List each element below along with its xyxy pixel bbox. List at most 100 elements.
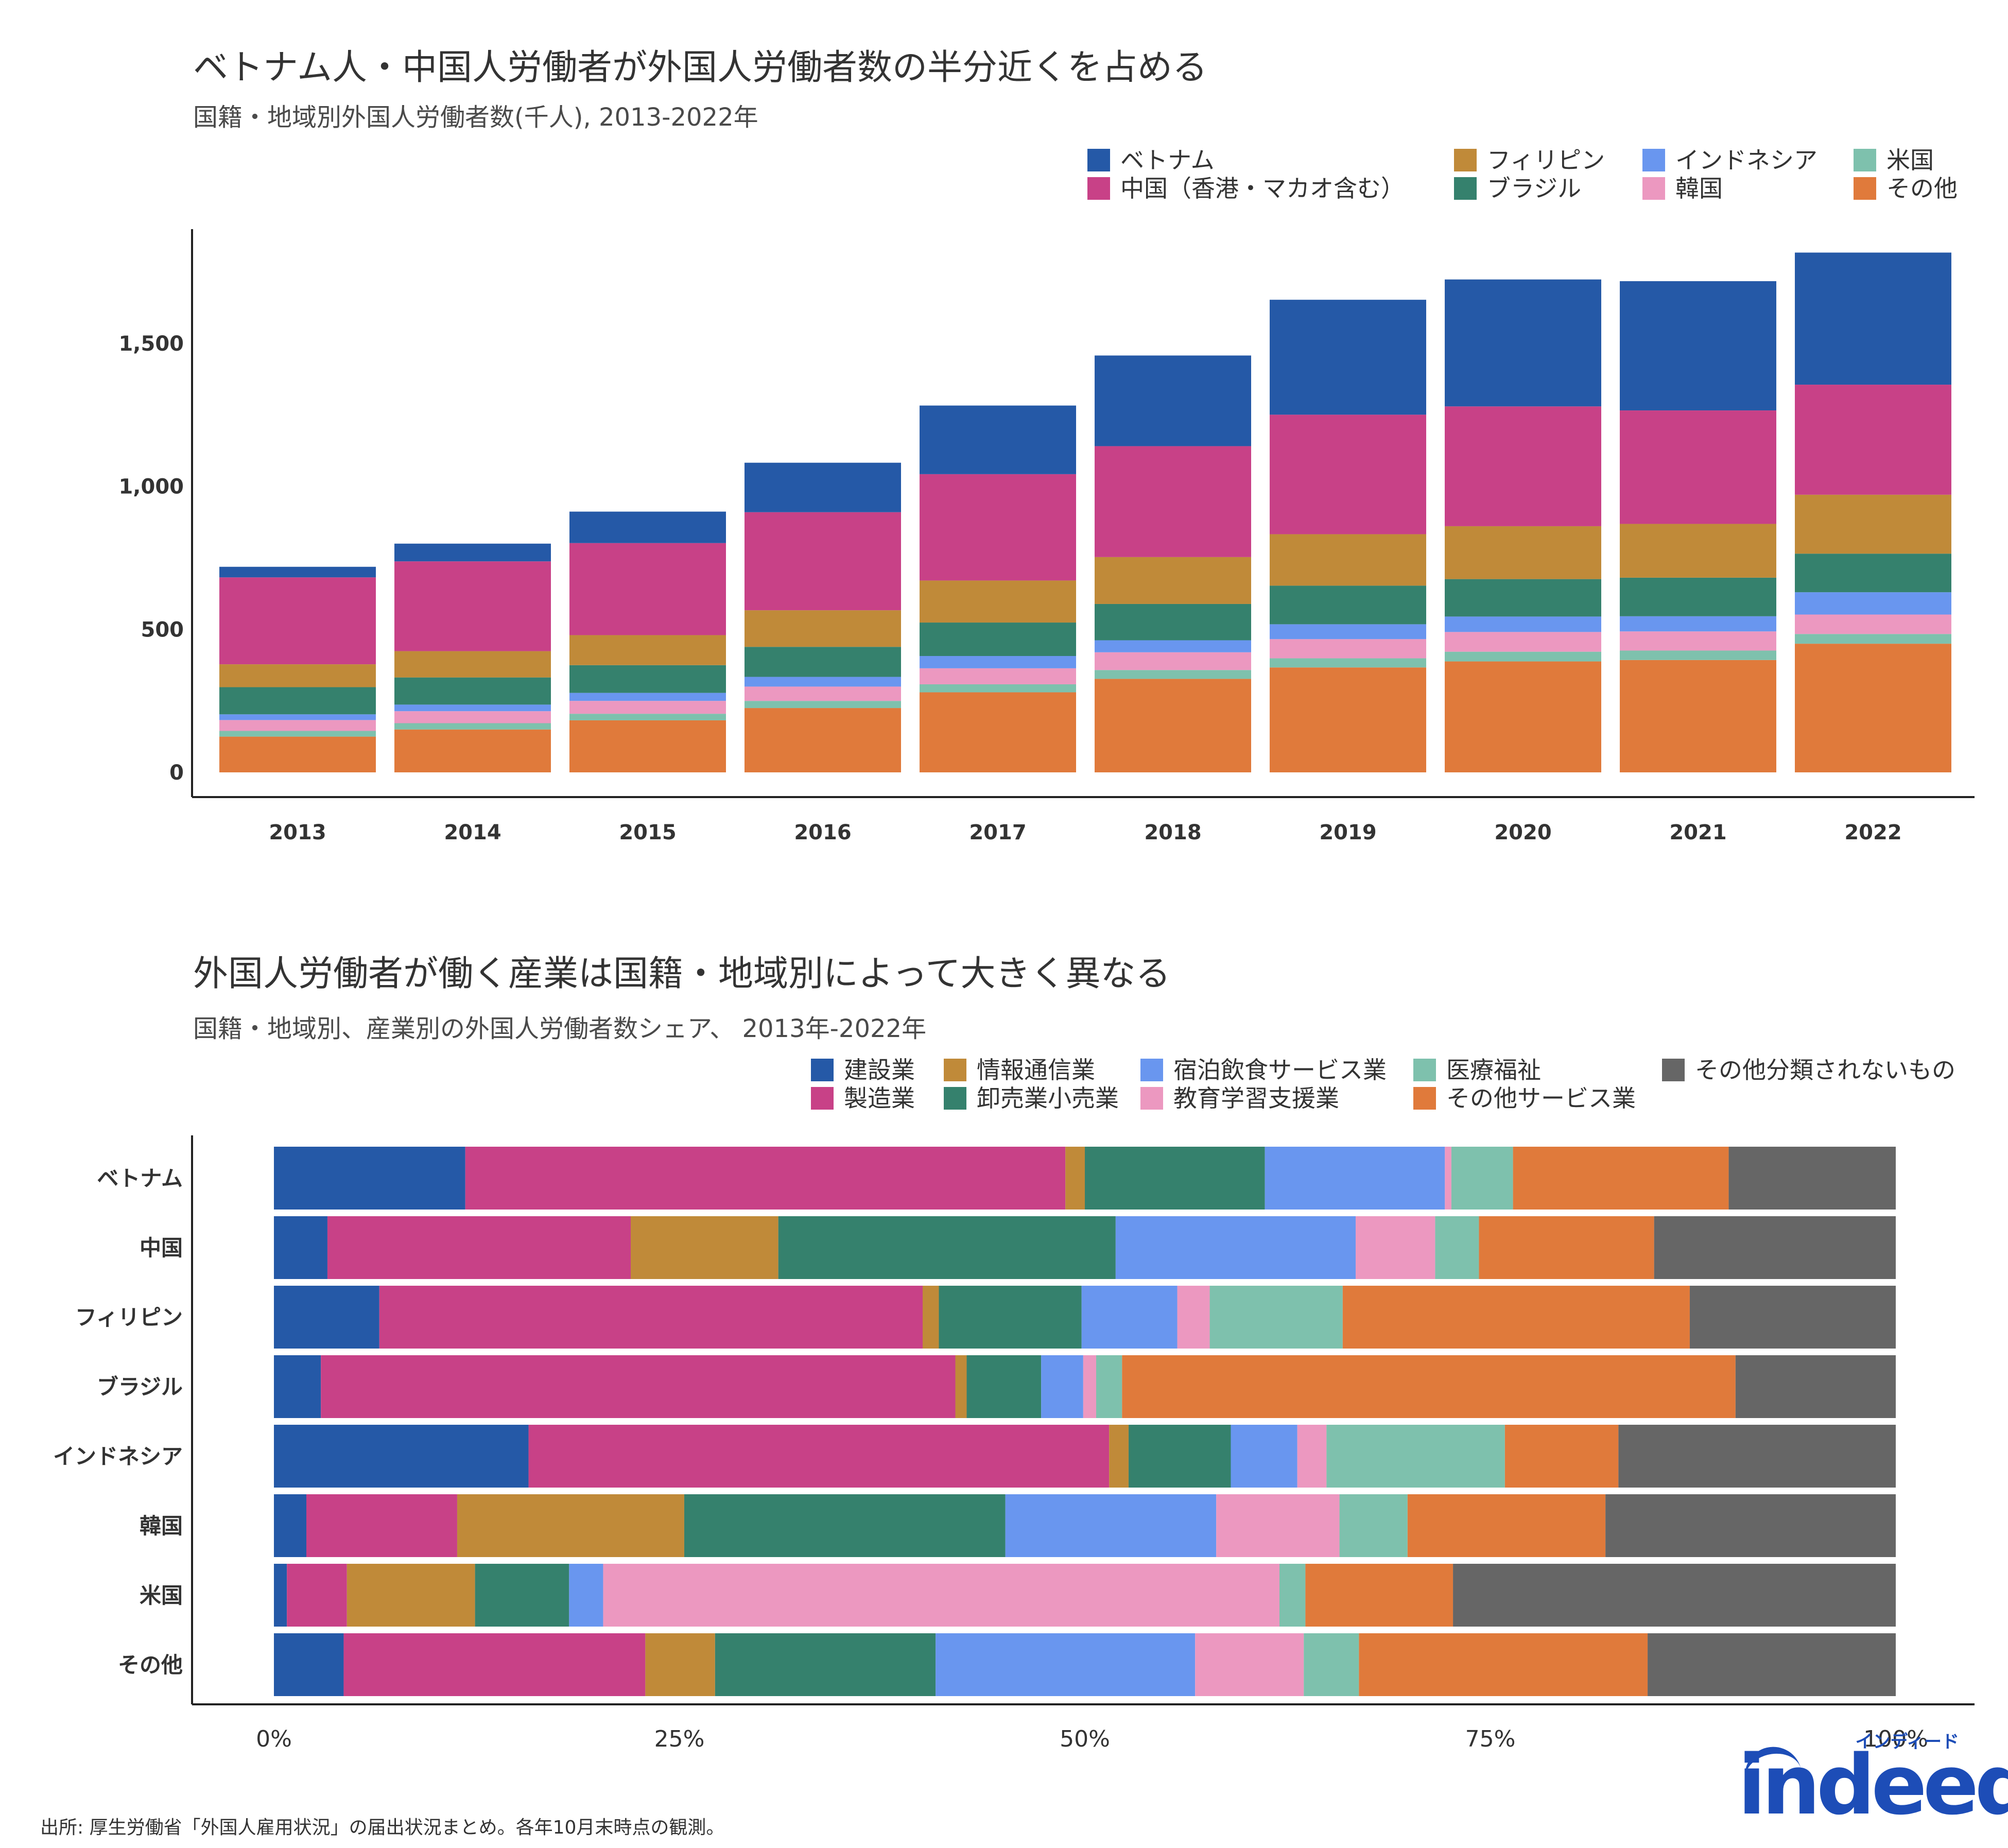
chart1-bar-segment [1270, 658, 1426, 668]
chart2-bar-segment [1265, 1147, 1445, 1210]
chart1-bar-segment [569, 635, 726, 665]
chart1-bar-segment [1445, 616, 1601, 632]
chart1-bar-segment [394, 729, 551, 772]
chart2-bar-segment [1435, 1216, 1479, 1279]
chart1-legend-label: フィリピン [1487, 146, 1605, 174]
chart1-plot: 0 500 1,000 1,500 2013 2014 2015 2016 2017 2018 20… [118, 229, 1975, 844]
chart2-row-label: 韓国 [140, 1513, 183, 1539]
chart1-bar-segment [1095, 679, 1251, 772]
chart2-bar-segment [274, 1425, 529, 1488]
chart1-bar-segment [745, 701, 901, 709]
chart2-bar-segment [274, 1147, 465, 1210]
chart1-y-tick-label: 0 [169, 761, 184, 785]
chart1-bar-segment [569, 511, 726, 543]
chart2-bar-segment [1618, 1425, 1896, 1488]
chart2-bar-segment [465, 1147, 1066, 1210]
chart1-bar-segment [1095, 652, 1251, 670]
chart1-bar-segment [569, 701, 726, 714]
chart1-legend-label: ベトナム [1120, 146, 1215, 174]
chart2-bar-segment [1407, 1494, 1606, 1557]
chart1-bar-segment [745, 708, 901, 772]
chart1-bar-segment [1270, 585, 1426, 625]
chart2-bar-segment [631, 1216, 778, 1279]
chart1-legend-label: 韓国 [1675, 175, 1723, 202]
chart1-bar-segment [569, 720, 726, 772]
chart2-bar-segment [1177, 1286, 1210, 1349]
chart2-bar-segment [1083, 1355, 1097, 1418]
chart1-legend-label: 米国 [1886, 146, 1934, 174]
chart2-bar-segment [1216, 1494, 1340, 1557]
chart2-bar-segment [1305, 1564, 1453, 1627]
chart2-bar-segment [966, 1355, 1042, 1418]
chart2-bar-segment [1451, 1147, 1513, 1210]
chart1-bar-segment [1795, 634, 1951, 644]
chart2-bar-segment [1209, 1286, 1343, 1349]
chart1-legend-swatch [1087, 177, 1110, 200]
source-note: 出所: 厚生労働省「外国人雇用状況」の届出状況まとめ。各年10月末時点の観測。 [40, 1817, 725, 1838]
chart2-bar-segment [684, 1494, 1006, 1557]
chart1-y-tick-label: 1,000 [118, 475, 184, 499]
chart2-bar-segment [1297, 1425, 1327, 1488]
chart1-bar-segment [1620, 631, 1776, 651]
chart1-bar-segment [1445, 661, 1601, 772]
chart1-bar-segment [1620, 577, 1776, 616]
chart2-row-label: その他 [118, 1652, 183, 1678]
chart2-legend-swatch [944, 1059, 966, 1081]
chart1-bar-segment [1795, 252, 1951, 385]
chart1-bar-segment [394, 704, 551, 712]
chart1-bar-segment [219, 566, 376, 578]
chart1-bar-segment [1270, 414, 1426, 534]
chart2-bar-segment [645, 1633, 715, 1696]
chart1-bar-segment [1445, 579, 1601, 617]
chart2-x-tick-label: 100% [1863, 1726, 1928, 1752]
chart1-bar-segment [394, 543, 551, 562]
chart2-bar-segment [274, 1633, 344, 1696]
chart2-bar-segment [274, 1286, 379, 1349]
chart1-bar-segment [745, 462, 901, 512]
chart2-bar-segment [1085, 1147, 1265, 1210]
chart2-bar-segment [327, 1216, 631, 1279]
chart1-bar-segment [920, 474, 1076, 581]
chart2-bar-segment [343, 1633, 646, 1696]
chart2-bar-segment [347, 1564, 475, 1627]
chart1-legend-swatch [1642, 149, 1665, 171]
chart1-y-tick-label: 1,500 [118, 332, 184, 356]
chart2-bar-segment [715, 1633, 936, 1696]
chart1-bar-segment [920, 668, 1076, 684]
chart2-legend-label: 宿泊飲食サービス業 [1173, 1056, 1387, 1084]
chart1-bar-segment [1620, 616, 1776, 632]
chart2-bar-segment [1129, 1425, 1231, 1488]
chart2-bar-segment [955, 1355, 967, 1418]
chart2-legend-label: 教育学習支援業 [1173, 1084, 1339, 1112]
chart1-bar-segment [219, 714, 376, 720]
chart1-bar-segment [219, 664, 376, 687]
chart2-bar-segment [1504, 1425, 1619, 1488]
chart2-x-tick-label: 75% [1465, 1726, 1516, 1752]
chart1-legend-label: 中国（香港・マカオ含む） [1120, 175, 1405, 202]
chart1-bar-segment [1270, 624, 1426, 640]
chart1-bar-segment [1270, 300, 1426, 415]
chart1-legend-label: インドネシア [1675, 146, 1817, 174]
chart1-bar-segment [1795, 554, 1951, 593]
chart1-bar-segment [1270, 534, 1426, 586]
chart2-bar-segment [1304, 1633, 1359, 1696]
chart1-subtitle: 国籍・地域別外国人労働者数(千人), 2013-2022年 [193, 103, 758, 132]
chart2-bar-segment [1065, 1147, 1085, 1210]
chart2-row-label: ブラジル [97, 1374, 183, 1400]
chart1-bar-segment [1445, 279, 1601, 407]
chart1-bar-segment [1445, 526, 1601, 579]
chart1-bar-segment [1445, 406, 1601, 526]
chart1-bar-segment [1620, 410, 1776, 524]
chart1-x-tick-label: 2014 [444, 821, 501, 844]
chart2-subtitle: 国籍・地域別、産業別の外国人労働者数シェア、 2013年-2022年 [193, 1014, 927, 1043]
chart2-legend-label: その他サービス業 [1446, 1084, 1636, 1112]
chart2-bar-segment [306, 1494, 457, 1557]
chart2-x-tick-label: 0% [256, 1726, 292, 1752]
chart1-bar-segment [745, 677, 901, 687]
chart2-legend-swatch [811, 1059, 834, 1081]
logo-kana: インディード [1855, 1732, 1959, 1752]
chart1-bar-segment [219, 736, 376, 772]
chart1-y-tick-label: 500 [141, 618, 184, 642]
chart1-bar-segment [219, 687, 376, 715]
chart2-row-label: フィリピン [75, 1305, 183, 1330]
